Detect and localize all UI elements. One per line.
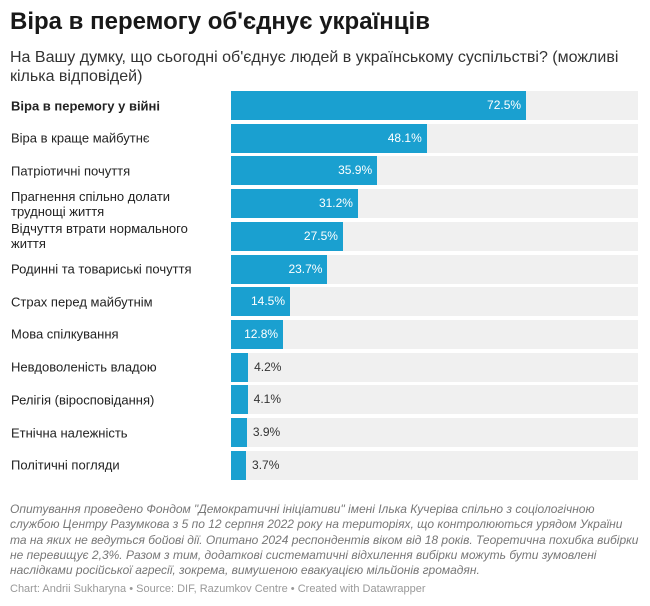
value-label: 14.5% <box>250 294 286 309</box>
chart-subtitle: На Вашу думку, що сьогодні об'єднує люде… <box>10 49 619 85</box>
bar-row: Мова спілкування 12.8% <box>0 319 650 349</box>
category-label: Релігія (віросповідання) <box>11 392 155 408</box>
value-label: 27.5% <box>303 228 338 243</box>
bar <box>231 450 247 480</box>
value-label: 72.5% <box>487 98 522 112</box>
bar-track: 35.9% <box>231 156 638 186</box>
bar <box>231 418 247 447</box>
bar <box>231 123 427 153</box>
value-label: 4.2% <box>254 359 282 374</box>
bar-track: 14.5% <box>231 287 638 317</box>
value-label: 3.7% <box>252 457 280 472</box>
bar <box>231 319 284 349</box>
bar-row: Патріотичні почуття 35.9% <box>0 156 650 186</box>
bar <box>231 385 248 415</box>
bar-track: 27.5% <box>231 221 638 251</box>
category-label: Відчуття втрати нормального життя <box>11 221 188 252</box>
value-label: 3.9% <box>252 425 281 439</box>
bar-track: 48.1% <box>231 123 638 153</box>
value-label: 23.7% <box>288 261 323 276</box>
bar-track: 4.2% <box>231 352 638 382</box>
bar-track: 3.9% <box>231 418 638 447</box>
category-label: Невдоволеність владою <box>11 359 157 375</box>
category-label: Мова спілкування <box>11 326 119 342</box>
category-label: Прагнення спільно долати труднощі життя <box>11 188 171 219</box>
bar-row: Релігія (віросповідання) 4.1% <box>0 385 650 415</box>
bar-row: Страх перед майбутнім 14.5% <box>0 287 650 317</box>
category-label: Віра в перемогу у війні <box>11 98 161 113</box>
bar <box>231 254 328 284</box>
value-label: 31.2% <box>318 196 353 211</box>
category-label: Патріотичні почуття <box>11 163 131 179</box>
bar-track: 3.7% <box>231 450 638 480</box>
chart-notes: Опитування проведено Фондом "Демократичн… <box>10 502 639 578</box>
value-label: 12.8% <box>244 326 279 341</box>
bar-track: 12.8% <box>231 319 638 349</box>
category-label: Віра в краще майбутнє <box>11 130 150 146</box>
category-label: Страх перед майбутнім <box>11 294 153 310</box>
category-label: Родинні та товариські почуття <box>11 261 192 277</box>
bar-row: Відчуття втрати нормального життя 27.5% <box>0 221 650 252</box>
bar-track: 23.7% <box>231 254 638 284</box>
bar <box>231 91 527 120</box>
bar-row: Родинні та товариські почуття 23.7% <box>0 254 650 284</box>
value-label: 35.9% <box>338 163 373 178</box>
value-label: 48.1% <box>387 130 422 145</box>
bar-row: Невдоволеність владою 4.2% <box>0 352 650 382</box>
chart-credit: Chart: Andrii Sukharyna • Source: DIF, R… <box>10 583 426 595</box>
chart-title: Віра в перемогу об'єднує українців <box>10 8 430 35</box>
category-label: Етнічна належність <box>11 425 128 440</box>
bar-track: 4.1% <box>231 385 638 415</box>
bar <box>231 287 290 317</box>
bar-row: Віра в краще майбутнє 48.1% <box>0 123 650 153</box>
bar <box>231 189 358 219</box>
bar <box>231 352 249 382</box>
bar <box>231 221 343 251</box>
bar-row: Політичні погляди 3.7% <box>0 450 650 480</box>
bar-track: 72.5% <box>231 91 638 120</box>
value-label: 4.1% <box>253 392 282 407</box>
category-label: Політичні погляди <box>11 457 120 473</box>
bar-track: 31.2% <box>231 189 638 219</box>
bar-row: Віра в перемогу у війні 72.5% <box>0 91 650 120</box>
bar-row: Прагнення спільно долати труднощі життя 3… <box>0 188 650 219</box>
bar-row: Етнічна належність 3.9% <box>0 418 650 447</box>
bar <box>231 156 378 186</box>
